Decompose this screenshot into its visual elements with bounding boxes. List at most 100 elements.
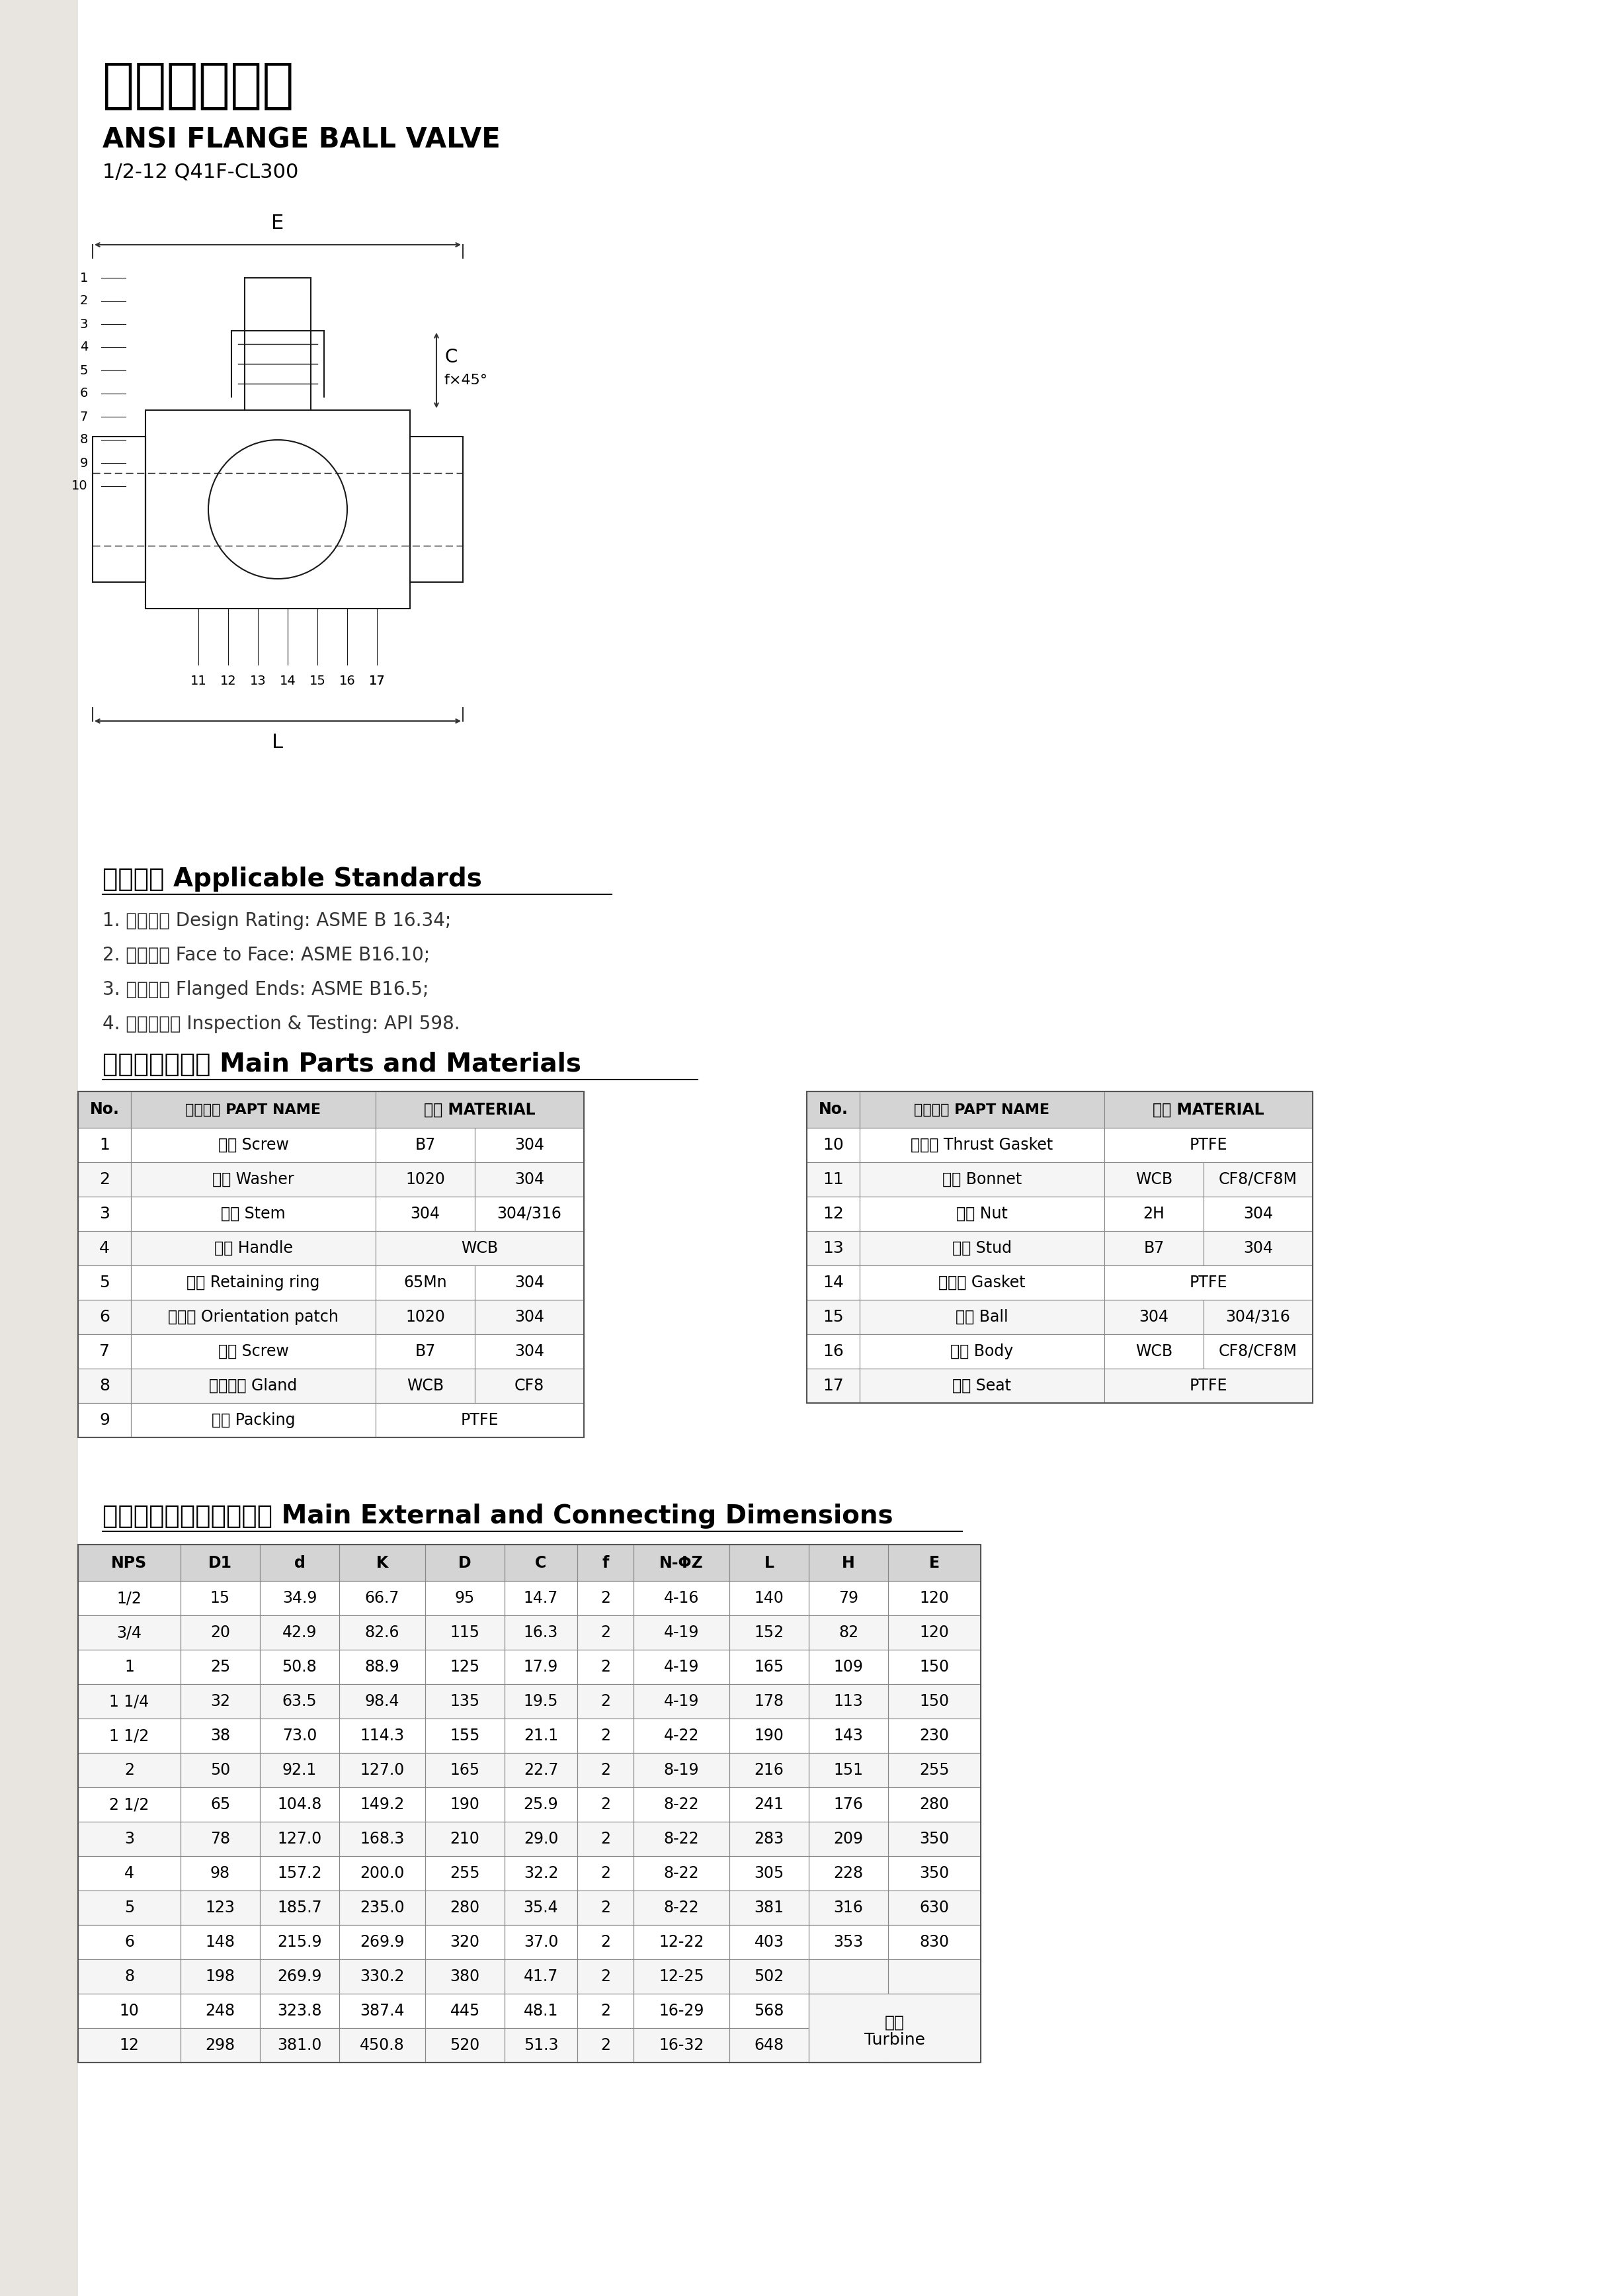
Bar [78,1368,131,1403]
Bar [375,1334,474,1368]
Text: 4: 4 [80,342,88,354]
Text: CF8/CF8M: CF8/CF8M [1219,1343,1297,1359]
Text: 255: 255 [450,1864,481,1880]
Text: 零件名称 PAPT NAME: 零件名称 PAPT NAME [913,1102,1049,1116]
Bar [78,1685,981,1717]
Bar [1105,1127,1313,1162]
Text: 9: 9 [99,1412,110,1428]
Bar [78,1403,131,1437]
Text: 8-19: 8-19 [664,1763,699,1777]
Text: 2: 2 [600,2002,610,2018]
Bar [474,1162,585,1196]
Text: 主要外形尺寸和连接尺寸 Main External and Connecting Dimensions: 主要外形尺寸和连接尺寸 Main External and Connecting… [102,1504,893,1529]
Bar [131,1368,375,1403]
Text: 350: 350 [920,1864,949,1880]
Text: C: C [535,1554,546,1570]
Text: 305: 305 [754,1864,784,1880]
Text: 6: 6 [99,1309,110,1325]
Text: 材质 MATERIAL: 材质 MATERIAL [425,1102,535,1118]
Text: 19.5: 19.5 [524,1694,559,1708]
Text: 152: 152 [754,1626,784,1639]
Text: 168.3: 168.3 [359,1830,404,1846]
Text: 380: 380 [450,1968,479,1984]
Bar [131,1127,375,1162]
Text: 304/316: 304/316 [497,1205,562,1221]
Bar [375,1091,585,1127]
Text: 350: 350 [920,1830,949,1846]
Text: 198: 198 [206,1968,235,1984]
Text: 11: 11 [190,675,206,687]
Bar [78,1855,981,1890]
Text: 190: 190 [450,1795,479,1812]
Text: 2: 2 [600,1763,610,1777]
Text: 3: 3 [125,1830,134,1846]
Text: 298: 298 [206,2037,235,2053]
Text: 5: 5 [99,1274,110,1290]
Text: 235.0: 235.0 [359,1899,404,1915]
Bar [131,1231,375,1265]
Bar [806,1368,859,1403]
Bar [78,1300,131,1334]
Text: 114.3: 114.3 [359,1729,404,1743]
Bar [859,1368,1105,1403]
Text: 216: 216 [754,1763,784,1777]
Text: WCB: WCB [1135,1343,1172,1359]
Text: 149.2: 149.2 [359,1795,404,1812]
Text: H: H [842,1554,854,1570]
Bar [78,2027,981,2062]
Text: 79: 79 [838,1591,858,1607]
Bar [78,1924,981,1958]
Text: 381: 381 [754,1899,784,1915]
Text: 127.0: 127.0 [278,1830,323,1846]
Text: 零件名称 PAPT NAME: 零件名称 PAPT NAME [185,1102,321,1116]
Text: NPS: NPS [112,1554,147,1570]
Text: 16-29: 16-29 [660,2002,704,2018]
Bar [131,1300,375,1334]
Text: 210: 210 [450,1830,479,1846]
Text: 8-22: 8-22 [664,1899,699,1915]
Bar [78,1265,131,1300]
Bar [1105,1231,1204,1265]
Text: 3: 3 [99,1205,110,1221]
Text: 50.8: 50.8 [283,1660,316,1674]
Text: 3/4: 3/4 [117,1626,142,1639]
Text: 304: 304 [1242,1205,1273,1221]
Text: 304: 304 [514,1137,545,1153]
Text: 316: 316 [834,1899,864,1915]
Text: 1020: 1020 [406,1309,446,1325]
Text: PTFE: PTFE [1190,1274,1228,1290]
Text: 135: 135 [450,1694,479,1708]
Bar [93,436,145,583]
Text: 2: 2 [600,1899,610,1915]
Text: 4-22: 4-22 [664,1729,699,1743]
Text: 95: 95 [455,1591,474,1607]
Text: 320: 320 [450,1933,479,1949]
Text: 32: 32 [211,1694,230,1708]
Text: 阀座 Seat: 阀座 Seat [952,1378,1011,1394]
Text: PTFE: PTFE [1190,1378,1228,1394]
Text: 2 1/2: 2 1/2 [109,1795,149,1812]
Text: 17: 17 [369,675,385,687]
Bar [1105,1265,1313,1300]
Text: E: E [929,1554,939,1570]
Text: 13: 13 [249,675,267,687]
Text: 2: 2 [600,1694,610,1708]
Text: 269.9: 269.9 [278,1968,323,1984]
Text: 304: 304 [514,1343,545,1359]
Text: 7: 7 [80,411,88,422]
Text: 66.7: 66.7 [364,1591,399,1607]
Text: 648: 648 [754,2037,784,2053]
Text: 304: 304 [514,1309,545,1325]
Text: 2: 2 [600,1968,610,1984]
Text: 1: 1 [80,271,88,285]
Text: L: L [271,732,283,753]
Text: 63.5: 63.5 [283,1694,316,1708]
Text: 涡轮: 涡轮 [885,2016,904,2030]
Text: 2: 2 [600,1729,610,1743]
Text: 120: 120 [920,1626,949,1639]
Bar [474,1196,585,1231]
Text: 115: 115 [450,1626,479,1639]
Text: B7: B7 [415,1343,436,1359]
Text: 255: 255 [920,1763,950,1777]
Bar [1105,1334,1204,1368]
